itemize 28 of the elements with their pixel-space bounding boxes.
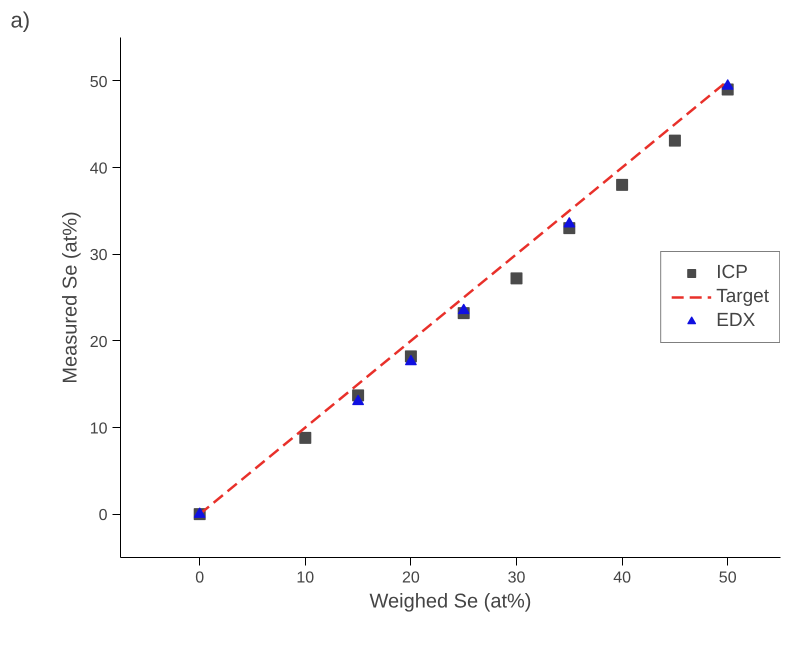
- point: [722, 79, 734, 90]
- point: [616, 178, 628, 191]
- legend-label: ICP: [716, 262, 748, 284]
- text: a): [10, 8, 30, 32]
- x-tick-label: 20: [402, 570, 420, 586]
- x-tick-label: 30: [508, 570, 526, 586]
- point: [458, 304, 470, 314]
- y-tick-label: 30: [90, 247, 108, 264]
- x-tick-label: 0: [195, 570, 204, 586]
- point: [563, 216, 576, 228]
- point: [194, 507, 206, 518]
- point: [352, 394, 364, 406]
- x-axis-title: Weighed Se (at%): [370, 590, 532, 612]
- x-tick-label: 40: [613, 570, 632, 586]
- point: [299, 432, 312, 444]
- legend-label: Target: [716, 286, 769, 308]
- y-tick-label: 10: [90, 420, 108, 438]
- y-tick-label: 40: [90, 160, 108, 178]
- y-tick-label: 20: [90, 334, 108, 351]
- point: [510, 272, 522, 284]
- legend-label: EDX: [716, 310, 756, 332]
- x-tick-label: 10: [296, 570, 314, 586]
- y-axis-title: Measured Se (at%): [60, 211, 82, 384]
- x-tick-label: 50: [718, 570, 737, 586]
- point: [404, 354, 417, 366]
- y-tick-label: 50: [90, 74, 108, 91]
- point: [668, 134, 681, 147]
- y-tick-label: 0: [98, 507, 108, 524]
